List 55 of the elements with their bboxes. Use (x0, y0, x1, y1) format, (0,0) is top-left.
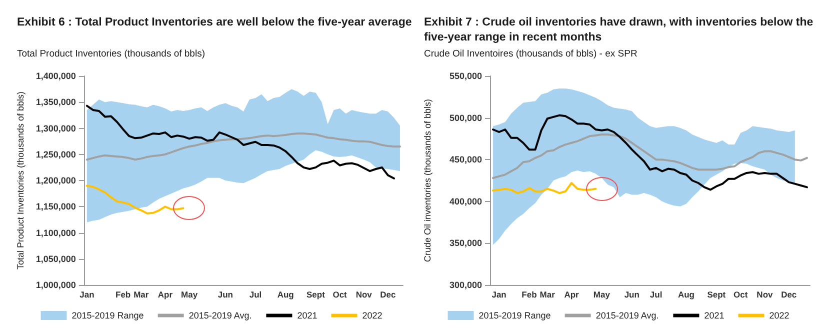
x-tick-label: Mar (540, 290, 556, 300)
x-tick-label: Jul (249, 290, 262, 300)
x-tick-label: May (181, 290, 198, 300)
y-tick-label: 1,150,000 (36, 202, 76, 212)
x-tick-label: Feb (522, 290, 537, 300)
x-tick-label: Dec (781, 290, 797, 300)
y-tick-label: 500,000 (449, 112, 482, 123)
x-tick-label: May (593, 290, 610, 300)
x-tick-label: Oct (332, 290, 348, 300)
y-tick-label: 300,000 (449, 280, 482, 290)
x-tick-label: Aug (277, 290, 294, 300)
line-series (492, 114, 808, 191)
legend-label: 2021 (704, 310, 724, 320)
legend-label: 2022 (362, 310, 382, 320)
legend-label: 2015-2019 Avg. (596, 310, 659, 320)
y-tick-label: 1,300,000 (36, 123, 76, 134)
x-tick-label: Sept (306, 290, 326, 300)
y-tick-label: 450,000 (449, 154, 482, 165)
legend-label: 2021 (297, 310, 318, 320)
chart-title: Exhibit 6 : Total Product Inventories are well below the five-year average (17, 16, 412, 28)
x-tick-label: Oct (733, 290, 748, 300)
y-tick-label: 1,200,000 (36, 176, 76, 186)
y-tick-label: 1,000,000 (36, 280, 76, 290)
x-tick-label: Nov (356, 290, 372, 300)
line-series (86, 104, 395, 180)
chart-subtitle: Total Product Inventories (thousands of bbls) (17, 48, 205, 60)
y-axis-title: Total Product Inventories (thousands of bbls) (16, 91, 26, 270)
legend-label: 2015-2019 Range (72, 310, 144, 320)
y-tick-label: 1,050,000 (36, 254, 76, 264)
x-tick-label: Apr (158, 290, 174, 300)
x-tick-label: Jun (624, 290, 640, 300)
y-tick-label: 350,000 (449, 238, 482, 248)
y-axis-title: Crude Oil inventories (thousands of bbls) (422, 98, 432, 262)
y-tick-label: 1,250,000 (36, 149, 76, 160)
x-tick-label: Jan (492, 290, 506, 300)
legend-label: 2022 (769, 310, 790, 320)
y-tick-label: 1,400,000 (36, 71, 76, 81)
chart-subtitle: Crude Oil Inventoires (thousands of bbls) - ex SPR (424, 48, 638, 60)
x-tick-label: Dec (380, 290, 396, 300)
x-tick-label: Jun (218, 290, 233, 300)
x-tick-label: Apr (564, 290, 580, 300)
x-tick-label: Mar (134, 290, 150, 300)
y-tick-label: 550,000 (449, 71, 482, 81)
y-tick-label: 1,100,000 (36, 228, 76, 238)
y-tick-label: 1,350,000 (36, 97, 76, 108)
chart-title: Exhibit 7 : Crude oil inventories have drawn, with inventories below the five-year range in recent months (424, 16, 816, 44)
legend-label: 2015-2019 Range (478, 310, 551, 320)
y-tick-label: 400,000 (449, 196, 482, 206)
x-tick-label: Jul (650, 290, 662, 300)
legend-label: 2015-2019 Avg. (188, 310, 252, 320)
x-tick-label: Feb (116, 290, 131, 300)
x-tick-label: Sept (707, 290, 726, 300)
x-tick-label: Aug (678, 290, 694, 300)
x-tick-label: Nov (756, 290, 774, 300)
x-tick-label: Jan (80, 290, 94, 300)
